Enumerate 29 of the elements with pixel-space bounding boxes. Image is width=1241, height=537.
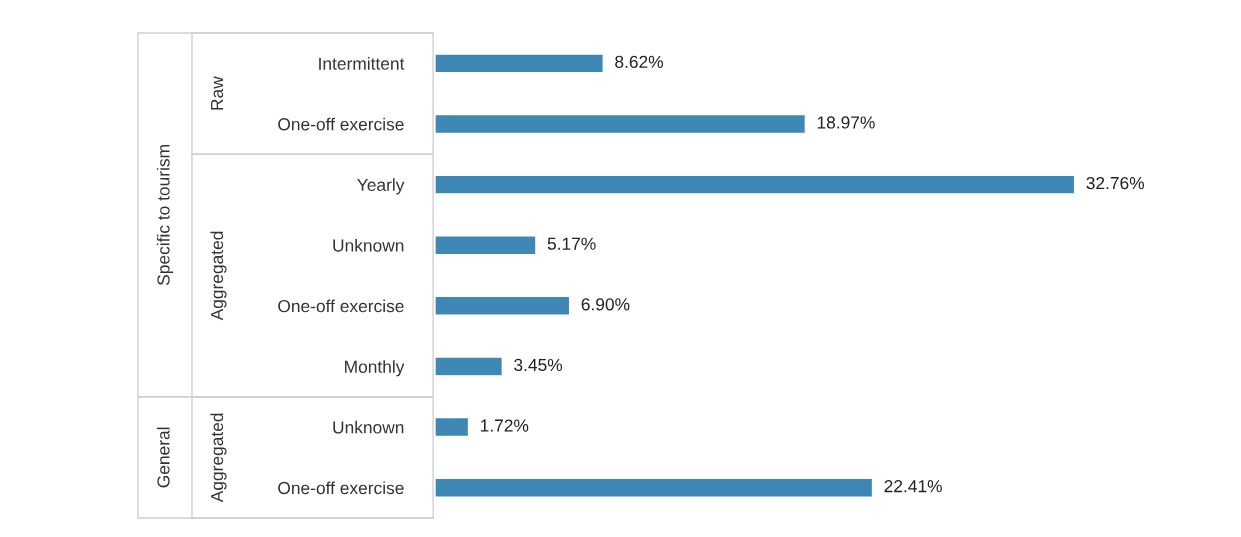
text: Aggregated — [210, 413, 227, 503]
y-tick-label: Intermittent — [319, 57, 405, 70]
bar — [434, 174, 1076, 195]
y-tick-label: Monthly — [345, 360, 405, 377]
data-label: 3.45% — [514, 358, 563, 372]
bar — [434, 356, 504, 377]
text: Raw — [211, 76, 224, 110]
bar — [434, 477, 874, 498]
data-label: 8.62% — [615, 55, 664, 68]
bar — [434, 295, 571, 316]
text: General — [156, 427, 170, 488]
y-tick-label: Yearly — [357, 178, 405, 195]
bar — [434, 113, 807, 135]
data-label: 1.72% — [480, 419, 529, 432]
bar — [434, 235, 537, 256]
bar — [434, 53, 604, 74]
text: Aggregated — [210, 231, 227, 321]
data-label: 32.76% — [1086, 176, 1145, 190]
data-label: 6.90% — [581, 298, 630, 311]
y-tick-label: One-off exercise — [278, 117, 404, 131]
y-tick-label: One-off exercise — [278, 299, 404, 313]
y-tick-label: Unknown — [333, 238, 404, 252]
data-label: 22.41% — [884, 480, 942, 493]
data-label: 18.97% — [817, 116, 875, 129]
y-tick-label: One-off exercise — [278, 481, 404, 495]
text: Specific to tourism — [156, 145, 174, 286]
y-tick-label: Unknown — [333, 420, 404, 434]
bar — [434, 416, 470, 438]
data-label: 5.17% — [547, 237, 596, 250]
